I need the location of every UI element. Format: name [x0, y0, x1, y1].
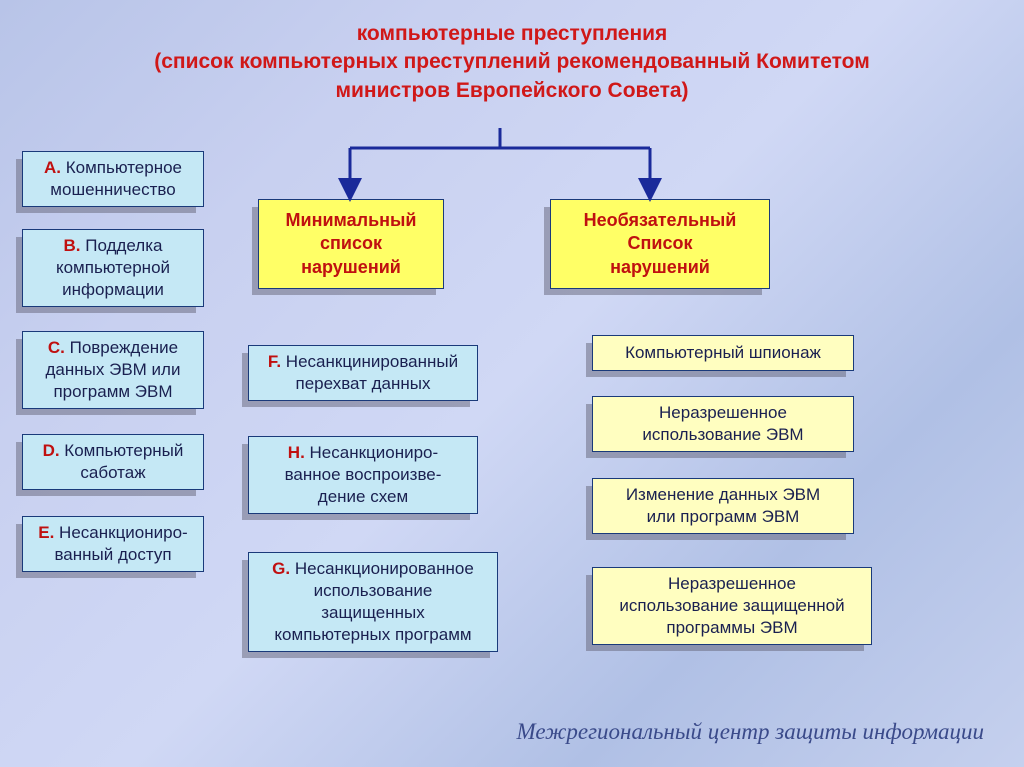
item-text-line: мошенничество: [50, 179, 175, 201]
item-text-line: использование защищенной: [619, 595, 844, 617]
item-text-line: Неразрешенное: [659, 402, 787, 424]
mid-item-1: H. Несанкциониро-ванное воспроизве-дение…: [248, 436, 478, 514]
item-text-line: саботаж: [80, 462, 145, 484]
item-text-line: ванное воспроизве-: [285, 464, 442, 486]
left-item-0: A. Компьютерное мошенничество: [22, 151, 204, 207]
item-letter: E.: [38, 523, 54, 542]
branch-connector: [310, 128, 690, 206]
page-title: компьютерные преступления (список компью…: [0, 0, 1024, 113]
item-text: Несанкциониро-: [54, 523, 187, 542]
item-text-line: Неразрешенное: [668, 573, 796, 595]
item-text: Компьютерное: [61, 158, 182, 177]
title-line1: компьютерные преступления: [357, 22, 668, 45]
item-text-line: данных ЭВМ или: [46, 359, 181, 381]
item-text-line: программ ЭВМ: [53, 381, 172, 403]
header-optional-l2: Список: [628, 232, 693, 255]
item-text: Несанкцинированный: [281, 352, 458, 371]
header-optional-l3: нарушений: [610, 256, 710, 279]
header-optional: НеобязательныйСписокнарушений: [550, 199, 770, 289]
right-item-0: Компьютерный шпионаж: [592, 335, 854, 371]
mid-item-0: F. Несанкцинированный перехват данных: [248, 345, 478, 401]
item-letter: C.: [48, 338, 65, 357]
right-item-1: Неразрешенноеиспользование ЭВМ: [592, 396, 854, 452]
item-text: Несанкционированное: [290, 559, 474, 578]
item-text-line: программы ЭВМ: [666, 617, 797, 639]
item-text: Подделка: [81, 236, 163, 255]
footer-text: Межрегиональный центр защиты информации: [517, 719, 984, 745]
mid-item-2: G. Несанкционированное использованиезащищ…: [248, 552, 498, 652]
item-letter: F.: [268, 352, 281, 371]
header-minimal-l2: список: [320, 232, 382, 255]
title-line2: (список компьютерных преступлений рекоме…: [154, 50, 870, 73]
left-item-2: C. Повреждение данных ЭВМ илипрограмм ЭВМ: [22, 331, 204, 409]
right-item-3: Неразрешенноеиспользование защищеннойпро…: [592, 567, 872, 645]
item-text-line: компьютерной: [56, 257, 170, 279]
header-minimal: Минимальныйсписокнарушений: [258, 199, 444, 289]
item-text-line: или программ ЭВМ: [647, 506, 800, 528]
item-text-line: использование ЭВМ: [642, 424, 803, 446]
header-minimal-l1: Минимальный: [286, 209, 417, 232]
left-item-3: D. Компьютерный саботаж: [22, 434, 204, 490]
item-text-line: Изменение данных ЭВМ: [626, 484, 820, 506]
item-text: Повреждение: [65, 338, 178, 357]
header-optional-l1: Необязательный: [584, 209, 737, 232]
item-text-line: перехват данных: [296, 373, 431, 395]
item-text-line: ванный доступ: [54, 544, 171, 566]
item-text-line: защищенных: [321, 602, 424, 624]
left-item-1: B. Подделка компьютернойинформации: [22, 229, 204, 307]
item-text-line: Компьютерный шпионаж: [625, 342, 821, 364]
item-text-line: дение схем: [318, 486, 408, 508]
item-letter: G.: [272, 559, 290, 578]
item-text: Несанкциониро-: [305, 443, 438, 462]
title-line3: министров Европейского Совета): [335, 79, 688, 102]
item-letter: A.: [44, 158, 61, 177]
item-text-line: информации: [62, 279, 164, 301]
left-item-4: E. Несанкциониро-ванный доступ: [22, 516, 204, 572]
item-text-line: использование: [314, 580, 433, 602]
item-text: Компьютерный: [60, 441, 184, 460]
item-letter: D.: [43, 441, 60, 460]
header-minimal-l3: нарушений: [301, 256, 401, 279]
right-item-2: Изменение данных ЭВМили программ ЭВМ: [592, 478, 854, 534]
item-letter: B.: [64, 236, 81, 255]
item-text-line: компьютерных программ: [274, 624, 471, 646]
item-letter: H.: [288, 443, 305, 462]
